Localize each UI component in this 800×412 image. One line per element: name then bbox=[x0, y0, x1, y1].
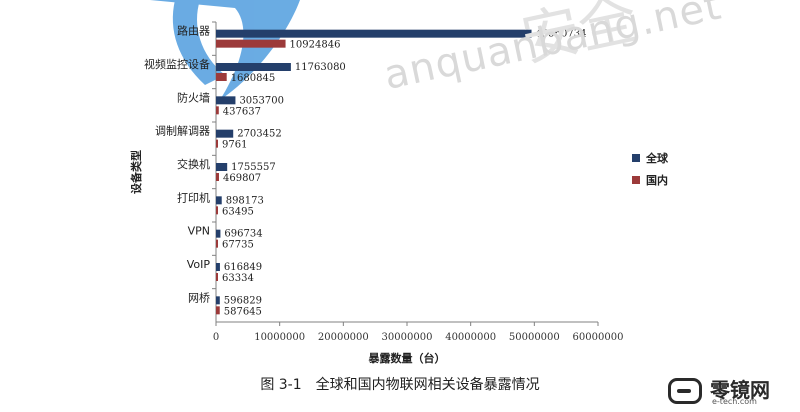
category-label: VPN bbox=[188, 225, 210, 238]
data-label-global: 1755557 bbox=[231, 162, 276, 173]
category-label: 网桥 bbox=[188, 291, 210, 304]
legend-swatch bbox=[632, 154, 640, 162]
bar-domestic bbox=[216, 173, 219, 181]
bar-domestic bbox=[216, 273, 218, 281]
legend-label: 国内 bbox=[646, 173, 668, 187]
data-label-global: 596829 bbox=[224, 295, 262, 306]
bar-global bbox=[216, 229, 221, 238]
data-label-domestic: 10924846 bbox=[290, 40, 341, 51]
bar-global bbox=[216, 263, 220, 271]
bar-global bbox=[216, 129, 234, 138]
x-tick-label: 60000000 bbox=[573, 332, 624, 343]
figure-caption: 图 3-1 全球和国内物联网相关设备暴露情况 bbox=[260, 377, 540, 393]
chart-labels: 路由器 49560734 10924846 视频监控设备 11763080 1680845… bbox=[144, 24, 586, 318]
watermark-logo bbox=[150, 0, 300, 100]
bar-domestic bbox=[216, 239, 218, 248]
data-label-global: 696734 bbox=[224, 229, 262, 240]
category-label: VoIP bbox=[187, 258, 211, 271]
data-label-domestic: 67735 bbox=[222, 240, 254, 251]
bar-domestic bbox=[216, 106, 219, 115]
data-label-domestic: 63495 bbox=[222, 206, 254, 217]
category-label: 防火墙 bbox=[177, 90, 210, 104]
data-label-domestic: 1680845 bbox=[231, 73, 276, 84]
data-label-global: 49560734 bbox=[536, 29, 587, 40]
bar-global bbox=[216, 29, 532, 38]
data-label-domestic: 9761 bbox=[222, 140, 247, 151]
brand-logo-block: 零镜网 e-tech.com bbox=[668, 376, 788, 408]
bar-global bbox=[216, 163, 228, 171]
data-label-global: 3053700 bbox=[239, 95, 284, 106]
data-label-domestic: 587645 bbox=[224, 306, 262, 317]
x-tick-label: 50000000 bbox=[509, 332, 560, 343]
x-axis-title: 暴露数量（台） bbox=[368, 351, 446, 365]
bar-domestic bbox=[216, 39, 286, 48]
category-label: 视频监控设备 bbox=[144, 57, 210, 71]
category-label: 路由器 bbox=[177, 24, 210, 38]
bar-global bbox=[216, 63, 291, 71]
bar-domestic bbox=[216, 139, 218, 148]
data-label-domestic: 437637 bbox=[223, 106, 261, 117]
data-label-global: 11763080 bbox=[295, 62, 346, 73]
data-label-global: 898173 bbox=[226, 195, 264, 206]
category-label: 打印机 bbox=[177, 190, 210, 204]
brand-url: e-tech.com bbox=[712, 397, 757, 406]
legend-swatch bbox=[632, 176, 640, 184]
category-label: 交换机 bbox=[177, 157, 210, 171]
bar-domestic bbox=[216, 73, 227, 81]
bar-domestic bbox=[216, 306, 220, 315]
data-label-domestic: 63334 bbox=[222, 273, 254, 284]
bar-domestic bbox=[216, 206, 218, 215]
x-tick-label: 40000000 bbox=[445, 332, 496, 343]
legend-label: 全球 bbox=[645, 151, 669, 165]
x-tick-label: 20000000 bbox=[318, 332, 369, 343]
chart-bars bbox=[216, 29, 532, 315]
data-label-global: 616849 bbox=[224, 262, 262, 273]
data-label-global: 2703452 bbox=[237, 129, 282, 140]
data-label-domestic: 469807 bbox=[223, 173, 261, 184]
bar-global bbox=[216, 196, 222, 205]
y-axis-title: 设备类型 bbox=[129, 150, 143, 194]
bar-global bbox=[216, 296, 220, 305]
brand-icon bbox=[668, 378, 702, 404]
chart-axes: 0 10000000 20000000 30000000 40000000 5000000… bbox=[129, 21, 624, 365]
x-tick-label: 30000000 bbox=[382, 332, 433, 343]
brand-name: 零镜网 bbox=[710, 378, 770, 402]
x-tick-label: 10000000 bbox=[254, 332, 305, 343]
category-label: 调制解调器 bbox=[155, 124, 210, 138]
x-tick-label: 0 bbox=[213, 332, 219, 343]
bar-global bbox=[216, 96, 236, 105]
